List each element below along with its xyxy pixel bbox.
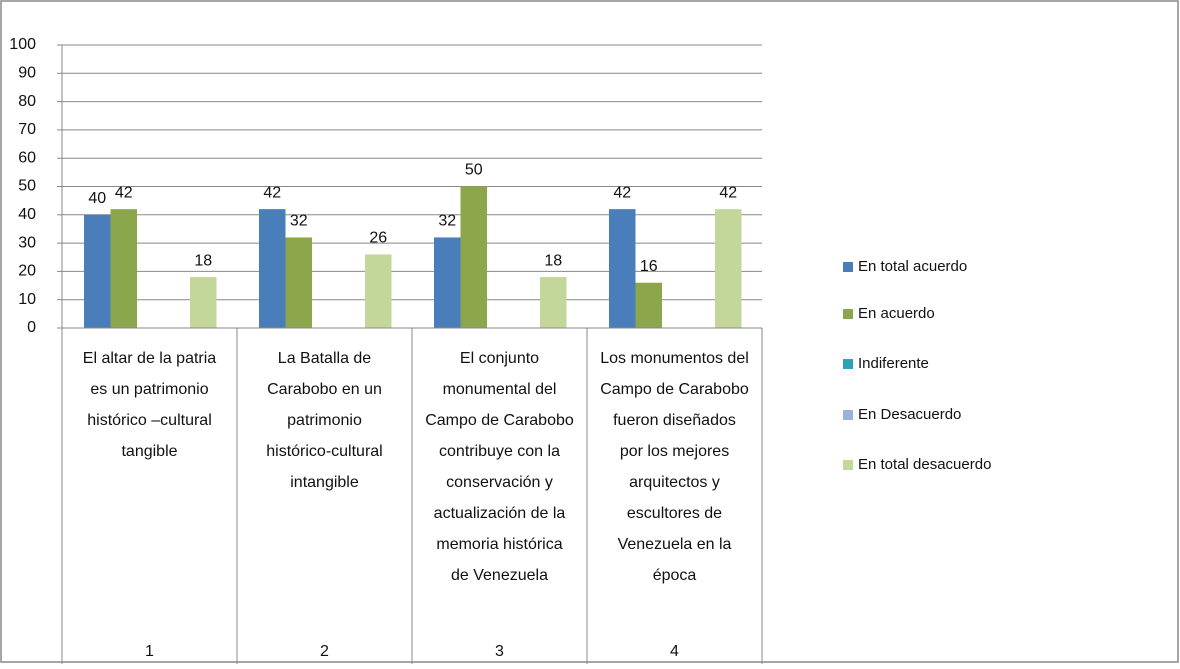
bar [635, 282, 662, 328]
bar [365, 254, 392, 328]
category-description: época [653, 567, 697, 584]
data-label: 18 [194, 252, 212, 269]
legend-label: En total acuerdo [858, 258, 967, 275]
bar [609, 209, 636, 328]
category-description: actualización de la [434, 505, 566, 522]
y-tick-label: 50 [18, 178, 36, 195]
category-description: intangible [290, 474, 359, 491]
category-description: arquitectos y [629, 474, 720, 491]
category-description: fueron diseñados [613, 412, 736, 429]
data-label: 42 [115, 184, 133, 201]
legend-swatch [843, 359, 853, 369]
category-description: es un patrimonio [90, 381, 208, 398]
y-tick-label: 20 [18, 263, 36, 280]
category-description: de Venezuela [451, 567, 548, 584]
data-label: 16 [640, 258, 658, 275]
y-tick-label: 0 [27, 319, 36, 336]
category-description: histórico-cultural [266, 443, 382, 460]
x-tick-label: 3 [495, 643, 504, 660]
y-tick-label: 40 [18, 206, 36, 223]
category-description: por los mejores [620, 443, 729, 460]
x-tick-label: 1 [145, 643, 154, 660]
bar [285, 237, 312, 328]
bar [434, 237, 461, 328]
y-tick-label: 10 [18, 291, 36, 308]
bar [259, 209, 286, 328]
bar [460, 186, 487, 328]
y-tick-label: 70 [18, 121, 36, 138]
x-tick-label: 2 [320, 643, 329, 660]
category-description: Los monumentos del [600, 350, 749, 367]
bar [84, 214, 111, 328]
data-label: 42 [263, 184, 281, 201]
legend-label: Indiferente [858, 355, 929, 372]
data-label: 40 [88, 190, 106, 207]
data-label: 42 [719, 184, 737, 201]
data-label: 32 [290, 213, 308, 230]
legend-label: En total desacuerdo [858, 456, 991, 473]
bar [540, 277, 567, 328]
y-tick-label: 90 [18, 65, 36, 82]
bar [190, 277, 217, 328]
category-description: histórico –cultural [87, 412, 212, 429]
category-description: Carabobo en un [267, 381, 382, 398]
y-tick-label: 60 [18, 149, 36, 166]
bar [715, 209, 742, 328]
category-description: conservación y [446, 474, 553, 491]
legend-swatch [843, 410, 853, 420]
data-label: 42 [613, 184, 631, 201]
legend-swatch [843, 460, 853, 470]
category-description: contribuye con la [439, 443, 560, 460]
category-description: La Batalla de [278, 350, 372, 367]
y-tick-label: 30 [18, 234, 36, 251]
category-description: patrimonio [287, 412, 362, 429]
x-tick-label: 4 [670, 643, 679, 660]
legend-swatch [843, 262, 853, 272]
legend-label: En Desacuerdo [858, 406, 961, 423]
y-tick-label: 80 [18, 93, 36, 110]
data-label: 26 [369, 230, 387, 247]
legend: En total acuerdo En acuerdo Indiferente En … [843, 258, 991, 473]
data-label: 50 [465, 162, 483, 179]
category-description: Campo de Carabobo [600, 381, 749, 398]
category-description: Venezuela en la [618, 536, 732, 553]
category-description: tangible [121, 443, 177, 460]
legend-swatch [843, 309, 853, 319]
legend-label: En acuerdo [858, 305, 935, 322]
category-description: monumental del [443, 381, 557, 398]
category-description: El conjunto [460, 350, 539, 367]
category-description: Campo de Carabobo [425, 412, 574, 429]
y-tick-label: 100 [9, 36, 36, 53]
bar [110, 209, 137, 328]
category-description: El altar de la patria [83, 350, 217, 367]
category-description: escultores de [627, 505, 722, 522]
data-label: 32 [438, 213, 456, 230]
category-description: memoria histórica [436, 536, 562, 553]
data-label: 18 [544, 252, 562, 269]
